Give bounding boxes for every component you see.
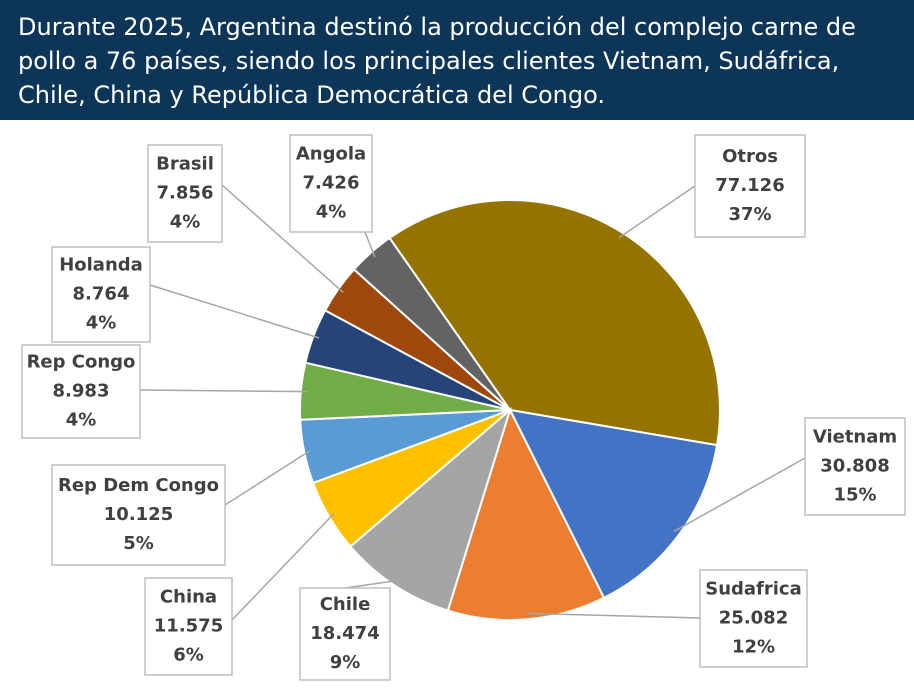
category-label: Rep Congo	[27, 352, 136, 373]
leader-line	[139, 389, 307, 393]
value-label: 8.983	[53, 381, 110, 402]
header-banner: Durante 2025, Argentina destinó la produ…	[0, 0, 914, 120]
value-label: 30.808	[820, 456, 889, 477]
leader-line	[673, 457, 806, 533]
value-label: 10.125	[104, 504, 173, 525]
value-label: 7.426	[303, 173, 360, 194]
leader-line	[224, 450, 311, 506]
label-box	[51, 246, 151, 343]
label-box	[299, 587, 391, 681]
pie-slice	[388, 199, 721, 447]
pie-slice	[446, 407, 606, 621]
category-label: Brasil	[156, 154, 214, 175]
share-label: 15%	[833, 485, 876, 506]
pie-slice	[508, 408, 719, 600]
label-box	[289, 134, 373, 233]
share-label: 4%	[316, 202, 347, 223]
value-label: 77.126	[715, 175, 784, 196]
leader-line	[149, 284, 320, 339]
value-label: 18.474	[310, 623, 379, 644]
share-label: 12%	[732, 637, 775, 658]
value-label: 25.082	[719, 608, 788, 629]
category-label: China	[160, 587, 217, 608]
leader-line	[221, 184, 344, 294]
label-box	[21, 344, 141, 439]
category-label: Angola	[296, 144, 366, 165]
category-label: Holanda	[59, 255, 143, 276]
value-label: 7.856	[157, 183, 214, 204]
slices	[299, 199, 721, 621]
category-label: Chile	[320, 594, 371, 615]
leader-line	[618, 185, 696, 239]
share-label: 6%	[173, 645, 204, 666]
share-label: 4%	[66, 410, 97, 431]
pie-slice	[349, 406, 512, 612]
pie-slice	[352, 236, 511, 411]
category-label: Sudafrica	[705, 579, 802, 600]
label-box	[804, 417, 906, 516]
leader-line	[344, 579, 399, 589]
leader-line	[526, 612, 701, 619]
category-label: Otros	[722, 146, 778, 167]
label-box	[51, 464, 226, 566]
share-label: 4%	[170, 212, 201, 233]
share-label: 5%	[123, 533, 154, 554]
leader-line	[364, 231, 376, 258]
label-box	[694, 134, 806, 238]
label-box	[147, 144, 223, 243]
category-label: Rep Dem Congo	[58, 475, 219, 496]
category-label: Vietnam	[813, 427, 897, 448]
label-box	[699, 569, 808, 668]
value-label: 8.764	[73, 284, 130, 305]
chart-title: Durante 2025, Argentina destinó la produ…	[18, 13, 856, 109]
share-label: 37%	[728, 204, 771, 225]
share-label: 4%	[86, 313, 117, 334]
share-label: 9%	[330, 652, 361, 673]
leader-line	[231, 512, 335, 621]
label-box	[144, 577, 233, 676]
value-label: 11.575	[154, 616, 223, 637]
